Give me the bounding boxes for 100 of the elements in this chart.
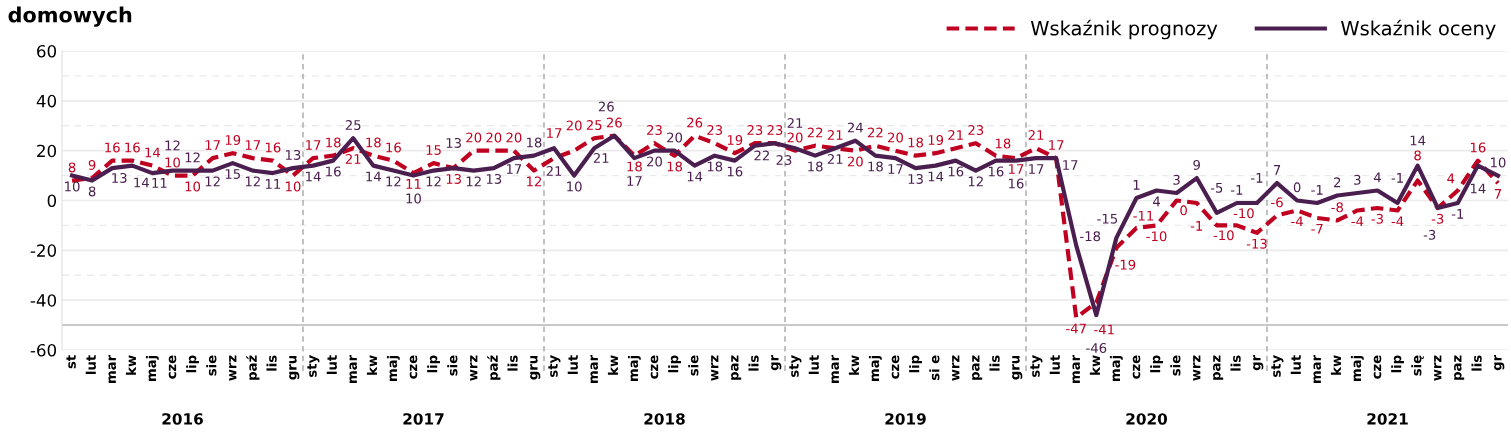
x-tick-label: lip bbox=[427, 355, 440, 373]
data-label: 16 bbox=[988, 166, 1004, 177]
x-tick-label: paz bbox=[731, 355, 742, 380]
data-label: 20 bbox=[787, 132, 803, 143]
x-tick-label: cze bbox=[168, 355, 177, 379]
data-label: 10 bbox=[165, 157, 180, 168]
data-label: -1 bbox=[1230, 185, 1243, 195]
x-tick-label: paz bbox=[1454, 355, 1465, 380]
y-tick-label: 0 bbox=[47, 194, 57, 208]
x-tick-label: kw bbox=[848, 355, 859, 375]
x-tick-label: sty bbox=[1271, 355, 1284, 377]
x-tick-label: lis bbox=[1471, 355, 1482, 371]
data-label: 18 bbox=[908, 137, 924, 148]
data-label: 17 bbox=[245, 140, 261, 150]
x-tick-label: wrz bbox=[1433, 355, 1442, 381]
x-tick-label: lip bbox=[1391, 355, 1404, 373]
data-label: 19 bbox=[225, 135, 241, 145]
text: 2017 bbox=[403, 413, 444, 425]
data-label: 26 bbox=[606, 117, 622, 128]
x-tick-label: paz bbox=[972, 355, 983, 380]
x-tick-label: się bbox=[1411, 355, 1424, 376]
data-label: 1 bbox=[1133, 180, 1140, 190]
x-tick-label: mar bbox=[1313, 354, 1322, 383]
data-label: 16 bbox=[1009, 178, 1024, 189]
data-label: -41 bbox=[1094, 324, 1114, 335]
data-label: -8 bbox=[1331, 202, 1343, 213]
data-label: -10 bbox=[1233, 208, 1254, 219]
data-label: 9 bbox=[1193, 159, 1200, 170]
data-label: 13 bbox=[112, 172, 127, 183]
data-label: 21 bbox=[787, 118, 803, 128]
data-label: 13 bbox=[286, 149, 301, 160]
text: 2021 bbox=[1367, 413, 1408, 425]
data-label: 10 bbox=[286, 181, 301, 192]
data-label: -13 bbox=[1246, 238, 1267, 249]
x-tick-label: gr bbox=[1494, 354, 1505, 371]
x-tick-label: kw bbox=[366, 355, 377, 375]
data-label: 10 bbox=[567, 181, 582, 192]
data-label: 21 bbox=[827, 154, 843, 164]
x-tick-label: mar bbox=[108, 354, 117, 383]
data-label: 15 bbox=[426, 145, 441, 155]
data-label: 14 bbox=[1410, 135, 1426, 146]
data-label: -11 bbox=[1133, 210, 1154, 221]
x-tick-label: wrz bbox=[710, 355, 719, 381]
x-tick-label: sie bbox=[688, 355, 699, 376]
data-label: 14 bbox=[145, 147, 161, 158]
data-label: 20 bbox=[466, 132, 482, 143]
data-label: 21 bbox=[827, 130, 843, 140]
legend-label: Wskaźnik prognozy bbox=[1030, 19, 1218, 40]
x-tick-label: cze bbox=[650, 355, 659, 379]
chart-title: domowych bbox=[8, 6, 132, 27]
data-label: 21 bbox=[1028, 130, 1044, 140]
y-tick-label: -20 bbox=[30, 244, 57, 257]
data-label: 19 bbox=[928, 135, 944, 145]
x-tick-label: lut bbox=[808, 355, 819, 374]
data-label: 8 bbox=[88, 186, 96, 197]
text: 2019 bbox=[885, 413, 926, 425]
x-tick-label: sie bbox=[1170, 355, 1181, 376]
data-label: 14 bbox=[1470, 183, 1486, 194]
data-label: 18 bbox=[995, 138, 1011, 149]
data-label: 22 bbox=[867, 127, 883, 138]
data-label: 17 bbox=[1029, 164, 1044, 174]
data-label: -4 bbox=[1391, 216, 1404, 227]
x-tick-label: lis bbox=[507, 355, 518, 371]
x-tick-label: kw bbox=[1089, 355, 1100, 375]
data-label: 14 bbox=[134, 177, 149, 188]
x-tick-label: lip bbox=[909, 355, 922, 373]
x-tick-label: lut bbox=[326, 355, 337, 374]
data-label: 14 bbox=[366, 171, 381, 182]
x-tick-label: sty bbox=[307, 355, 320, 377]
data-label: 12 bbox=[386, 176, 401, 187]
x-tick-label: lis bbox=[748, 355, 759, 371]
data-label: 22 bbox=[807, 127, 823, 138]
data-label: -7 bbox=[1311, 223, 1323, 234]
data-label: 18 bbox=[627, 161, 642, 172]
data-label: 18 bbox=[366, 137, 381, 148]
data-label: -5 bbox=[1210, 182, 1223, 193]
data-label: 24 bbox=[847, 122, 863, 133]
data-label: 17 bbox=[306, 140, 321, 150]
data-label: 23 bbox=[747, 125, 763, 136]
data-label: 12 bbox=[245, 176, 260, 187]
x-tick-label: lut bbox=[1049, 355, 1060, 374]
data-label: 17 bbox=[888, 164, 903, 174]
data-label: 16 bbox=[386, 142, 401, 153]
x-tick-label: sty bbox=[1030, 355, 1043, 377]
x-tick-label: lut bbox=[1290, 355, 1301, 374]
data-label: 20 bbox=[888, 132, 903, 143]
data-label: 13 bbox=[446, 137, 461, 148]
data-label: 14 bbox=[306, 171, 321, 182]
data-label: -1 bbox=[1391, 173, 1403, 183]
data-label: 18 bbox=[527, 137, 542, 148]
data-label: 18 bbox=[326, 137, 341, 148]
data-label: 12 bbox=[205, 176, 220, 187]
data-label: 16 bbox=[1470, 142, 1486, 153]
data-label: -1 bbox=[1190, 221, 1203, 231]
data-label: 19 bbox=[727, 135, 743, 145]
data-label: -18 bbox=[1080, 231, 1101, 242]
x-tick-label: maj bbox=[1350, 355, 1364, 381]
x-tick-label: lis bbox=[989, 355, 1000, 371]
data-label: 17 bbox=[1049, 140, 1064, 150]
data-label: 11 bbox=[265, 179, 281, 189]
